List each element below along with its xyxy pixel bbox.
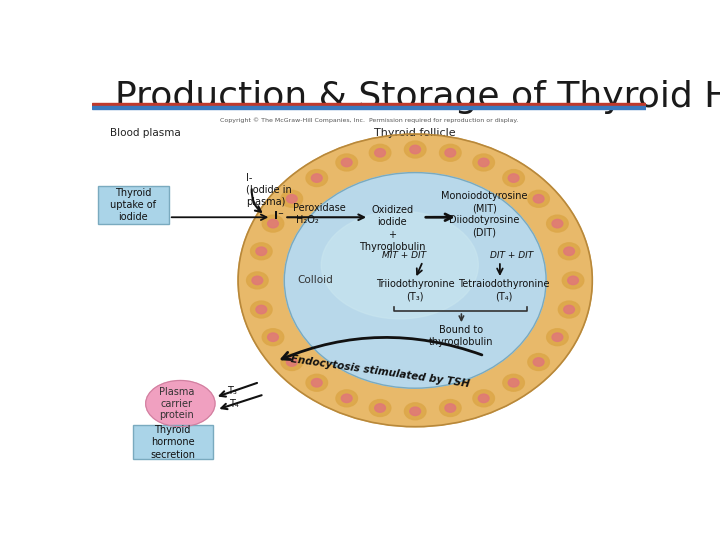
Ellipse shape [256, 305, 266, 314]
Ellipse shape [445, 148, 456, 157]
Ellipse shape [341, 158, 352, 167]
Text: T₄: T₄ [229, 399, 238, 409]
Ellipse shape [508, 174, 519, 183]
FancyArrowPatch shape [252, 189, 261, 212]
Text: Bound to
thyroglobulin: Bound to thyroglobulin [429, 325, 494, 347]
Text: I-
(Iodide in
plasma): I- (Iodide in plasma) [246, 173, 292, 207]
Ellipse shape [306, 374, 328, 391]
Ellipse shape [262, 329, 284, 346]
FancyBboxPatch shape [132, 425, 212, 459]
Ellipse shape [281, 190, 302, 207]
Ellipse shape [564, 247, 575, 255]
Ellipse shape [287, 194, 297, 203]
FancyBboxPatch shape [98, 186, 168, 224]
Text: Copyright © The McGraw-Hill Companies, Inc.  Permission required for reproductio: Copyright © The McGraw-Hill Companies, I… [220, 117, 518, 123]
Ellipse shape [268, 333, 279, 341]
Ellipse shape [503, 374, 524, 391]
Ellipse shape [374, 404, 385, 412]
Ellipse shape [336, 390, 358, 407]
Ellipse shape [268, 219, 279, 228]
Ellipse shape [528, 354, 549, 370]
Ellipse shape [281, 354, 302, 370]
Ellipse shape [534, 358, 544, 366]
Ellipse shape [251, 301, 272, 318]
Ellipse shape [311, 174, 322, 183]
Ellipse shape [262, 215, 284, 232]
Bar [92, 103, 647, 106]
Ellipse shape [439, 144, 461, 161]
Ellipse shape [562, 272, 584, 289]
FancyArrowPatch shape [282, 338, 482, 360]
Ellipse shape [336, 154, 358, 171]
Ellipse shape [567, 276, 578, 285]
Ellipse shape [503, 170, 524, 186]
Ellipse shape [405, 403, 426, 420]
Ellipse shape [558, 301, 580, 318]
Text: Production & Storage of Thyroid Hormone: Production & Storage of Thyroid Hormone [115, 80, 720, 114]
Ellipse shape [478, 158, 489, 167]
Ellipse shape [311, 379, 322, 387]
Ellipse shape [287, 358, 297, 366]
Text: MIT + DIT: MIT + DIT [382, 251, 426, 260]
Ellipse shape [558, 243, 580, 260]
Ellipse shape [564, 305, 575, 314]
Ellipse shape [473, 390, 495, 407]
Ellipse shape [508, 379, 519, 387]
Ellipse shape [251, 243, 272, 260]
Text: Plasma
carrier
protein: Plasma carrier protein [159, 387, 194, 420]
Bar [92, 106, 647, 110]
Ellipse shape [445, 404, 456, 412]
Ellipse shape [546, 215, 568, 232]
Ellipse shape [410, 145, 420, 154]
Ellipse shape [306, 170, 328, 186]
Ellipse shape [341, 394, 352, 403]
Ellipse shape [321, 211, 478, 319]
Ellipse shape [405, 141, 426, 158]
Text: Colloid: Colloid [297, 275, 333, 286]
Ellipse shape [369, 144, 391, 161]
Ellipse shape [534, 194, 544, 203]
Ellipse shape [369, 400, 391, 416]
Ellipse shape [238, 134, 593, 427]
Ellipse shape [552, 219, 563, 228]
Text: Thyroid
uptake of
iodide: Thyroid uptake of iodide [110, 188, 156, 221]
Ellipse shape [410, 407, 420, 416]
Ellipse shape [284, 173, 546, 388]
Ellipse shape [252, 276, 263, 285]
Ellipse shape [546, 329, 568, 346]
Text: Diiodotyrosine
(DIT): Diiodotyrosine (DIT) [449, 215, 520, 238]
Ellipse shape [256, 247, 266, 255]
Ellipse shape [478, 394, 489, 403]
Ellipse shape [246, 272, 268, 289]
Text: Endocytosis stimulated by TSH: Endocytosis stimulated by TSH [290, 354, 471, 389]
Text: DIT + DIT: DIT + DIT [490, 251, 533, 260]
Text: Triiodothyronine
(T₃): Triiodothyronine (T₃) [376, 279, 454, 302]
Text: Blood plasma: Blood plasma [110, 127, 181, 138]
Text: T₃: T₃ [227, 386, 236, 395]
Ellipse shape [552, 333, 563, 341]
Text: I⁻: I⁻ [274, 211, 284, 221]
Ellipse shape [528, 190, 549, 207]
Text: Peroxidase: Peroxidase [292, 203, 346, 213]
Text: Tetraiodothyronine
(T₄): Tetraiodothyronine (T₄) [458, 279, 549, 302]
Ellipse shape [439, 400, 461, 416]
Text: Thyroid
hormone
secretion: Thyroid hormone secretion [150, 424, 195, 460]
Ellipse shape [374, 148, 385, 157]
Text: Thyroid follicle: Thyroid follicle [374, 127, 456, 138]
Text: Monoiodotyrosine
(MIT): Monoiodotyrosine (MIT) [441, 191, 528, 213]
Ellipse shape [473, 154, 495, 171]
Text: H₂O₂: H₂O₂ [296, 215, 319, 225]
Text: Oxidized
iodide
+
Thyroglobulin: Oxidized iodide + Thyroglobulin [359, 205, 426, 252]
Ellipse shape [145, 381, 215, 427]
